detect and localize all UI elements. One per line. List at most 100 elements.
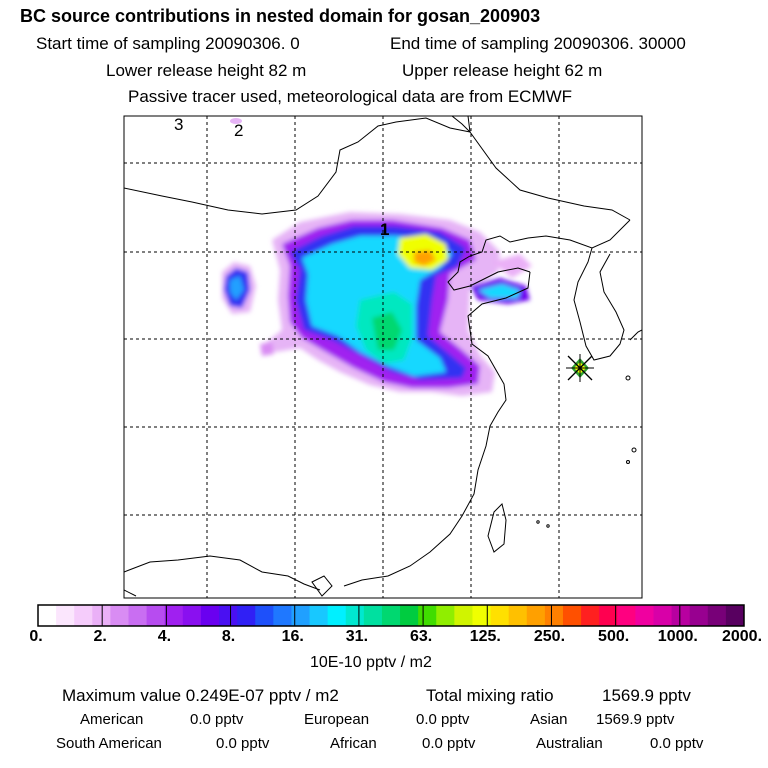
taiwan — [487, 503, 507, 553]
colorbar-swatch — [237, 605, 256, 626]
lower-release-label: Lower release height 82 m — [106, 61, 307, 80]
colorbar-units: 10E-10 pptv / m2 — [310, 654, 432, 671]
japan-west — [629, 329, 642, 341]
colorbar-tick-label: 4. — [157, 628, 172, 645]
upper-release-label: Upper release height 62 m — [402, 61, 603, 80]
colorbar-swatch — [56, 605, 75, 626]
colorbar-swatch — [526, 605, 546, 626]
liaodong-coast — [469, 235, 529, 257]
european-label: European — [304, 711, 370, 728]
colorbar-swatch — [436, 605, 455, 626]
colorbar-tick-label: 1000. — [657, 628, 698, 645]
region-2-blob — [230, 118, 242, 124]
plume-sw-blob — [260, 342, 274, 356]
mongolia-border — [124, 116, 471, 215]
colorbar-swatch — [508, 605, 528, 626]
south-american-value: 0.0 pptv — [216, 735, 270, 752]
coastlines — [124, 116, 642, 597]
colorbar-tick-label: 125. — [469, 628, 501, 645]
colorbar-swatch — [291, 605, 311, 626]
african-value: 0.0 pptv — [422, 735, 476, 752]
colorbar-frame — [37, 604, 745, 627]
manchuria-border — [469, 131, 631, 221]
colorbar-swatch — [544, 605, 564, 626]
vietnam-coast — [124, 589, 137, 597]
colorbar-tick-label: 31. — [345, 628, 369, 645]
region-label-1: 1 — [380, 220, 389, 239]
american-label: American — [80, 711, 144, 728]
south-american-label: South American — [56, 735, 162, 752]
colorbar-swatch — [707, 605, 727, 626]
colorbar-tick-label: 2000. — [721, 628, 763, 645]
colorbar-swatch — [653, 605, 673, 626]
colorbar-swatch — [617, 605, 636, 626]
plume-orange — [414, 250, 436, 266]
american-value: 0.0 pptv — [190, 711, 244, 728]
total-mixing-value: 1569.9 pptv — [602, 686, 691, 705]
colorbar-swatch — [381, 605, 401, 626]
shandong-coast — [467, 271, 531, 345]
colorbar-swatch — [472, 605, 492, 626]
colorbar-swatch — [345, 605, 365, 626]
map-frame — [123, 115, 643, 599]
total-mixing-label: Total mixing ratio — [426, 686, 554, 705]
colorbar-tick-label: 2. — [93, 628, 107, 645]
colorbar-swatch — [418, 605, 437, 626]
australian-label: Australian — [536, 735, 603, 752]
colorbar-swatch — [454, 605, 473, 626]
colorbar-swatch — [164, 605, 184, 626]
colorbar-swatch — [671, 605, 691, 626]
colorbar-swatch — [38, 605, 57, 626]
asian-label: Asian — [530, 711, 568, 728]
hainan — [311, 575, 333, 597]
colorbar-swatch — [490, 605, 510, 626]
plume-west-cyan — [230, 276, 244, 300]
colorbar-swatch — [635, 605, 654, 626]
colorbar-swatch — [200, 605, 220, 626]
east-coast — [343, 343, 507, 587]
european-value: 0.0 pptv — [416, 711, 470, 728]
colorbar-tick-label: 250. — [533, 628, 566, 645]
colorbar-swatch — [146, 605, 166, 626]
colorbar-swatch — [309, 605, 329, 626]
colorbar-swatch — [110, 605, 130, 626]
colorbar-swatch — [725, 605, 745, 626]
colorbar-swatch — [255, 605, 274, 626]
receptor-marker-icon — [566, 354, 594, 382]
african-label: African — [330, 735, 377, 752]
colorbar-swatch — [128, 605, 148, 626]
tracer-note: Passive tracer used, meteorological data… — [128, 87, 573, 106]
colorbar-tick-label: 0. — [29, 628, 43, 645]
colorbar-swatch — [219, 605, 238, 626]
colorbar-tick-label: 16. — [281, 628, 304, 645]
plume-green-core — [372, 312, 402, 350]
colorbar-swatch — [182, 605, 202, 626]
plume-ne-blob — [492, 254, 532, 278]
colorbar-swatch — [273, 605, 292, 626]
map-title: BC source contributions in nested domain… — [20, 6, 541, 26]
colorbar-swatch — [363, 605, 383, 626]
colorbar-swatch — [327, 605, 347, 626]
colorbar-swatch — [92, 605, 111, 626]
vietnam-border — [124, 555, 321, 591]
max-value-label: Maximum value 0.249E-07 pptv / m2 — [62, 686, 339, 705]
region-label-2: 2 — [234, 121, 243, 140]
colorbar-swatch — [599, 605, 618, 626]
russia-border — [451, 116, 471, 133]
region-label-3: 3 — [174, 115, 183, 134]
korea-border — [527, 219, 631, 249]
colorbar-swatch — [400, 605, 419, 626]
plume-layer — [222, 212, 532, 396]
colorbar-tick-label: 63. — [409, 628, 433, 645]
colorbar-swatch — [562, 605, 582, 626]
end-time-label: End time of sampling 20090306. 30000 — [390, 34, 686, 53]
asian-value: 1569.9 pptv — [596, 711, 675, 728]
colorbar-tick-label: 500. — [598, 628, 630, 645]
colorbar-swatch — [581, 605, 600, 626]
colorbar-swatch — [74, 605, 93, 626]
colorbar — [37, 604, 745, 627]
start-time-label: Start time of sampling 20090306. 0 — [36, 34, 300, 53]
korea-peninsula — [573, 247, 625, 361]
colorbar-swatch — [689, 605, 709, 626]
